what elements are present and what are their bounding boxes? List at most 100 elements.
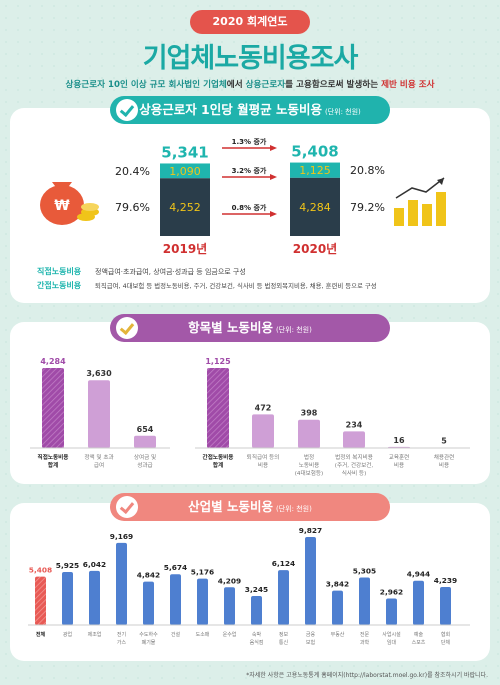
category-label: 성과급 — [137, 461, 152, 469]
bar — [343, 431, 365, 448]
bar — [134, 435, 156, 448]
category-label: 건설 — [171, 631, 181, 638]
category-label: 급여 — [94, 461, 104, 469]
subtitle-part: 상용근로자 — [245, 80, 286, 90]
category-label: 임대 — [387, 639, 397, 646]
bar — [386, 598, 397, 625]
section-unit: (단위: 천원) — [276, 326, 312, 334]
bar-value-label: 472 — [255, 403, 272, 412]
svg-text:₩: ₩ — [54, 198, 70, 214]
bar-value-label: 5,176 — [191, 568, 214, 577]
bar-value-label: 9,169 — [110, 532, 133, 541]
category-label: 퇴직급여 등의 — [247, 453, 280, 461]
category-label: 금융 — [306, 632, 316, 638]
category-label: 통신 — [279, 639, 289, 646]
growth-chart-icon — [394, 177, 446, 226]
bar-value-label: 398 — [301, 409, 318, 418]
bar-value-label: 654 — [137, 425, 154, 434]
bar-value-label: 3,842 — [326, 580, 349, 589]
subtitle-part: 를 고용함으로써 발생하는 — [285, 80, 382, 90]
stack-total-label: 5,341 — [161, 143, 208, 161]
bar — [305, 537, 316, 625]
bar-value-label: 5,925 — [56, 561, 79, 570]
bar-value-label: 4,284 — [40, 357, 66, 366]
legend-desc-direct: 정액급여·초과급여, 상여금·성과급 등 임금으로 구성 — [95, 267, 246, 276]
stack-total-label: 5,408 — [291, 143, 338, 161]
category-label: 제조업 — [88, 631, 102, 638]
stack-bar-direct — [290, 177, 340, 236]
category-label: 예술 — [414, 631, 424, 638]
bar-value-label: 6,042 — [83, 560, 106, 569]
bar-value-label: 9,827 — [299, 526, 322, 535]
money-bag-icon: ₩ — [40, 182, 99, 225]
bar-value-label: 3,245 — [245, 585, 268, 594]
category-label: 식사비 등) — [342, 469, 367, 477]
check-icon — [116, 496, 138, 518]
category-label: 비용 — [258, 461, 268, 469]
check-icon — [116, 317, 138, 339]
section-title-monthly-cost: 상용근로자 1인당 월평균 노동비용 (단위: 천원) — [110, 96, 390, 124]
page-subtitle: 상용근로자 10인 이상 규모 회사법인 기업체에서 상용근로자를 고용함으로써… — [0, 78, 500, 90]
pct-indirect: 20.4% — [115, 165, 150, 178]
category-label: (주거, 건강보건, — [335, 461, 374, 469]
subtitle-part: 제반 비용 조사 — [381, 80, 435, 90]
change-label: 1.3% 증가 — [232, 137, 267, 146]
bar-value-label: 6,124 — [272, 559, 295, 568]
category-label: 과학 — [360, 639, 370, 646]
legend-desc-indirect: 퇴직급여, 4대보험 등 법정노동비용, 주거, 건강보건, 식사비 등 법정외… — [95, 281, 377, 290]
stacked-bar-chart: 1,090 4,252 5,341 2019년 20.4% 79.6% 1,125 4,284… — [115, 137, 385, 256]
bar-value-label: 2,962 — [380, 587, 403, 596]
category-label: 광업 — [63, 631, 72, 638]
bar — [251, 595, 262, 625]
category-label: 상여금 및 — [134, 453, 156, 461]
section-unit: (단위: 천원) — [324, 108, 361, 116]
bar-value-label: 1,125 — [205, 357, 231, 366]
bar-value-label: 4,842 — [137, 571, 160, 580]
stack-value-direct: 4,252 — [169, 201, 201, 214]
bar — [143, 581, 154, 625]
category-label: 수도하수 — [139, 631, 158, 638]
stack-bar-indirect — [160, 163, 210, 179]
category-label: 정액 및 초과 — [84, 453, 113, 461]
bar-value-label: 4,239 — [434, 576, 457, 585]
category-label: 합계 — [48, 461, 58, 469]
category-label: 직접노동비용 — [38, 453, 69, 461]
category-label: 숙박 — [252, 631, 262, 638]
bar — [89, 570, 100, 625]
category-label: 비용 — [439, 461, 449, 469]
subtitle-part: 에서 — [226, 80, 246, 90]
bar — [332, 590, 343, 625]
category-label: 전문 — [360, 631, 370, 638]
pct-direct: 79.6% — [115, 201, 150, 214]
category-label: 정보 — [279, 631, 289, 638]
arrow-head-icon — [270, 174, 277, 180]
bar — [42, 368, 64, 448]
category-label: 채용관련 — [434, 453, 455, 461]
year-label: 2020년 — [293, 242, 337, 256]
year-label: 2019년 — [163, 242, 207, 256]
stack-value-indirect: 1,090 — [169, 165, 201, 178]
bar-value-label: 5,305 — [353, 566, 376, 575]
bar — [116, 542, 127, 625]
bar — [170, 574, 181, 625]
category-label: 도소매 — [196, 631, 210, 638]
pct-indirect: 20.8% — [350, 164, 385, 177]
pct-direct: 79.2% — [350, 201, 385, 214]
stack-bar-indirect — [290, 162, 340, 178]
category-label: 폐기물 — [142, 639, 156, 646]
section-unit: (단위: 천원) — [276, 505, 312, 513]
legend-term-direct: 직접노동비용 — [37, 266, 82, 276]
change-label: 0.8% 증가 — [232, 203, 267, 212]
category-label: 가스 — [117, 639, 127, 646]
bar — [62, 571, 73, 625]
bar — [440, 587, 451, 625]
section-title-item-cost: 항목별 노동비용 (단위: 천원) — [110, 314, 390, 342]
bar — [207, 368, 229, 448]
category-label: 협회 — [441, 631, 450, 638]
bar — [35, 576, 46, 625]
page-title: 기업체노동비용조사 — [142, 43, 359, 74]
bar-value-label: 234 — [346, 420, 363, 429]
